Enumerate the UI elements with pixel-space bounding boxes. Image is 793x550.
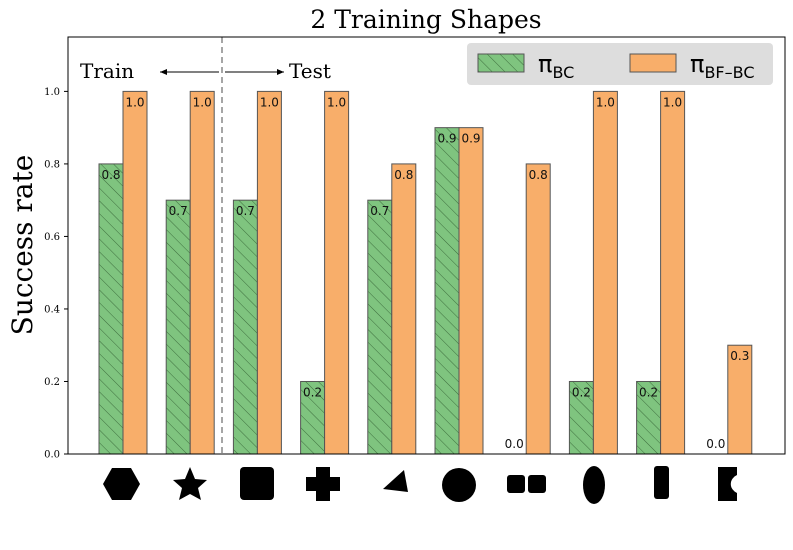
bar-hatch-ellipse — [569, 381, 594, 454]
bar-value-label: 1.0 — [327, 95, 346, 109]
bar-circle-series-1 — [458, 127, 484, 455]
bar-value-label: 1.0 — [125, 95, 144, 109]
bar-value-label: 0.9 — [461, 132, 480, 146]
bar-hexagon-series-1 — [122, 90, 148, 455]
bar-hatch-circle — [435, 127, 459, 455]
y-tick-label: 0.2 — [44, 377, 60, 388]
bar-value-label: 0.3 — [730, 349, 749, 363]
y-tick-label: 0.6 — [44, 232, 60, 243]
bar-value-label: 0.8 — [101, 168, 120, 182]
legend-swatch-hatch — [478, 54, 524, 72]
bar-ellipse-series-1 — [592, 90, 618, 455]
bar-value-label: 0.9 — [437, 132, 456, 146]
left-square-shape-icon — [507, 475, 525, 493]
test-annotation: Test — [289, 59, 331, 83]
bar-hatch-square — [233, 200, 258, 454]
right-square-shape-icon — [528, 475, 546, 493]
y-axis-label: Success rate — [6, 155, 39, 336]
bar-value-label: 0.2 — [572, 385, 591, 399]
bar-value-label: 0.7 — [370, 204, 389, 218]
bar-value-label: 0.8 — [394, 168, 413, 182]
y-axis-ticks: 0.0 0.2 0.4 0.6 0.8 1.0 — [44, 87, 68, 461]
bar-value-label: 1.0 — [260, 95, 279, 109]
bar-labels: 0.8 1.0 0.7 1.0 0.7 1.0 0.2 1.0 0.7 0.8 0.9 0.9 0.0 0… — [101, 95, 749, 451]
legend-label-bc: πBC — [538, 50, 574, 82]
bar-value-label: 1.0 — [193, 95, 212, 109]
bar-value-label: 1.0 — [596, 95, 615, 109]
x-axis-shape-icons — [103, 466, 737, 504]
bar-square-series-1 — [256, 90, 282, 455]
bar-value-label: 0.2 — [303, 385, 322, 399]
bar-hatch-hexagon — [99, 163, 123, 455]
bar-value-label: 0.0 — [706, 437, 725, 451]
ellipse-shape-icon — [583, 466, 605, 504]
bar-shape-icon — [654, 466, 669, 499]
bar-two-squares-series-1 — [525, 163, 551, 455]
bar-star-series-1 — [189, 90, 215, 455]
bar-value-label: 0.0 — [505, 437, 524, 451]
bar-triangle-series-1 — [391, 163, 417, 455]
chart-title: 2 Training Shapes — [310, 5, 541, 34]
bars — [98, 90, 753, 455]
star-shape-icon — [173, 467, 207, 500]
bar-c-shape-series-1 — [727, 344, 753, 455]
c-shape-icon — [718, 467, 737, 501]
bar-hatch-triangle — [367, 200, 392, 454]
triangle-shape-icon — [383, 470, 408, 492]
bar-value-label: 0.7 — [236, 204, 255, 218]
bar-value-label: 0.2 — [639, 385, 658, 399]
bar-hatch-star — [166, 200, 191, 454]
bar-hatch-cross — [300, 381, 325, 454]
bar-cross-series-1 — [324, 90, 350, 455]
y-tick-label: 1.0 — [44, 87, 60, 98]
train-arrow-head — [160, 69, 167, 75]
y-tick-label: 0.0 — [44, 450, 60, 461]
bar-hatch-bar — [636, 381, 661, 454]
bar-value-label: 1.0 — [663, 95, 682, 109]
legend-swatch-bfbc — [629, 53, 677, 73]
legend-box — [467, 43, 773, 85]
y-tick-label: 0.8 — [44, 159, 60, 170]
bar-value-label: 0.8 — [529, 168, 548, 182]
square-shape-icon — [240, 467, 274, 500]
test-arrow-head — [277, 69, 284, 75]
bar-value-label: 0.7 — [169, 204, 188, 218]
circle-shape-icon — [442, 468, 476, 502]
plot-frame — [67, 36, 786, 455]
train-annotation: Train — [80, 59, 134, 83]
legend: πBC πBF–BC — [467, 43, 773, 85]
legend-label-bfbc: πBF–BC — [690, 50, 755, 82]
hexagon-shape-icon — [103, 468, 140, 500]
bar-bar-series-1 — [660, 90, 686, 455]
y-tick-label: 0.4 — [44, 304, 60, 315]
cross-shape-icon — [306, 467, 340, 501]
